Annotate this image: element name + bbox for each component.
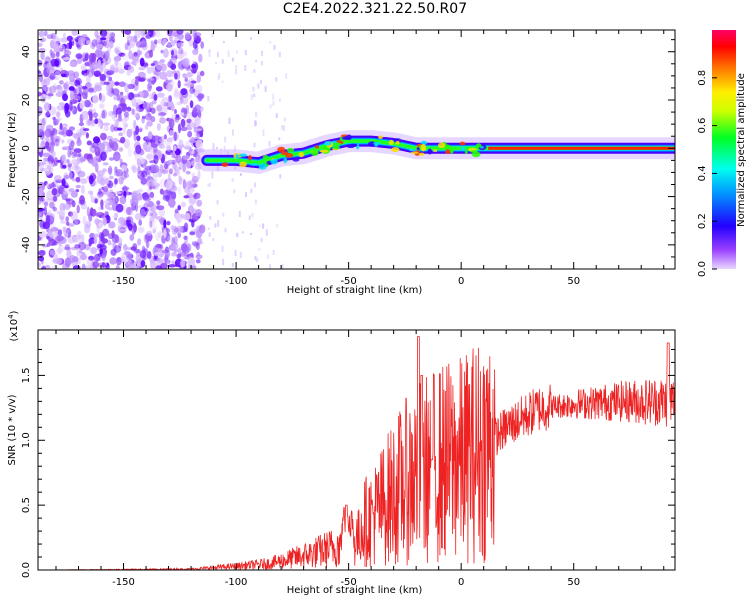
colorbar-gradient <box>712 30 736 269</box>
x-axis-label: Height of straight line (km) <box>287 585 423 596</box>
y-tick-label: 20 <box>21 94 32 107</box>
colorbar-tick-label: 0.8 <box>697 70 708 86</box>
y-scale-note: (x104) <box>7 310 20 341</box>
snr-series <box>38 336 675 570</box>
y-axis-label: Frequency (Hz) <box>7 112 18 188</box>
y-tick-label: 0 <box>21 145 32 151</box>
x-tick-label: -150 <box>112 276 135 287</box>
y-tick-label: 40 <box>21 45 32 58</box>
y-tick-label: -20 <box>21 188 32 204</box>
x-tick-label: 0 <box>458 577 464 588</box>
scale-base: (x10 <box>9 319 20 342</box>
y-axis-label: SNR (10 * v/v) <box>7 394 18 465</box>
spectrogram-ridge <box>195 130 675 175</box>
scale-close: ) <box>9 310 20 314</box>
x-tick-label: -150 <box>112 577 135 588</box>
y-tick-label: 0.5 <box>21 497 32 513</box>
y-tick-label: 1.5 <box>21 367 32 383</box>
colorbar-tick-label: 0.6 <box>697 118 708 134</box>
x-tick-label: 50 <box>567 276 580 287</box>
x-tick-label: -50 <box>340 276 356 287</box>
spectrogram-frame <box>37 29 676 270</box>
snr-frame <box>37 329 676 571</box>
x-axis-label: Height of straight line (km) <box>287 285 423 296</box>
y-tick-label: -40 <box>21 237 32 253</box>
y-tick-label: 1.0 <box>21 432 32 448</box>
x-tick-label: -50 <box>340 577 356 588</box>
y-tick-label: 0.0 <box>21 562 32 578</box>
snr-plot-area <box>38 336 675 570</box>
scale-exponent: 4 <box>7 314 15 319</box>
snr-panel: -150 -100 -50 0 50 0.0 0.5 1.0 1.5 Height of stra… <box>7 310 676 596</box>
colorbar-tick-label: 0.0 <box>697 261 708 277</box>
x-tick-label: -100 <box>225 577 248 588</box>
spectrogram-panel: -150 -100 -50 0 50 -40 -20 0 20 40 Height of strai… <box>7 29 676 296</box>
figure-title: C2E4.2022.321.22.50.R07 <box>282 1 468 17</box>
spectrogram-noise <box>38 30 288 269</box>
spectrogram-plot-area <box>38 30 675 269</box>
colorbar: 0.0 0.2 0.4 0.6 0.8 Normalized spectral ampli… <box>697 30 747 277</box>
colorbar-label: Normalized spectral amplitude <box>736 73 747 227</box>
x-tick-label: 0 <box>458 276 464 287</box>
x-tick-label: 50 <box>567 577 580 588</box>
colorbar-tick-label: 0.2 <box>697 213 708 229</box>
colorbar-tick-label: 0.4 <box>697 165 708 181</box>
x-tick-label: -100 <box>225 276 248 287</box>
